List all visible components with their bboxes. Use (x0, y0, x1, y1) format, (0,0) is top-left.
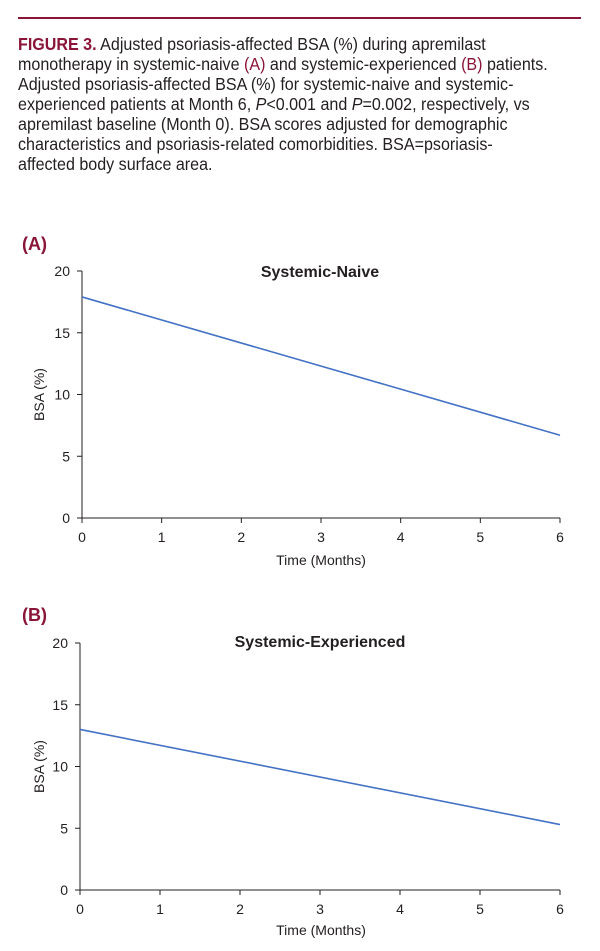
x-tick-label: 1 (156, 901, 164, 917)
y-axis-label: BSA (%) (31, 368, 47, 421)
x-axis-label: Time (Months) (276, 922, 366, 938)
caption-title-text: Adjusted psoriasis-affected BSA (%) duri… (18, 34, 486, 74)
panel-label-a: (A) (22, 234, 47, 254)
y-tick-label: 20 (54, 263, 70, 279)
caption-panel-a-ref: (A) (244, 54, 266, 74)
caption-body: Adjusted psoriasis-affected BSA (%) for … (18, 74, 548, 174)
figure-caption: FIGURE 3. Adjusted psoriasis-affected BS… (18, 34, 548, 174)
series-line (81, 296, 561, 437)
caption-title-end: patients. (482, 54, 548, 74)
top-rule (18, 17, 581, 19)
y-tick-label: 15 (52, 697, 68, 713)
y-tick-label: 0 (60, 882, 68, 898)
caption-title: FIGURE 3. Adjusted psoriasis-affected BS… (18, 34, 548, 74)
caption-p-value-2: P (351, 94, 363, 114)
caption-body-end: =0.002, respectively, vs apremilast base… (18, 94, 530, 174)
x-tick-label: 4 (397, 529, 405, 545)
caption-panel-b-ref: (B) (461, 54, 483, 74)
y-tick-label: 15 (54, 325, 70, 341)
x-tick-label: 2 (237, 529, 245, 545)
y-tick-label: 20 (52, 635, 68, 651)
y-tick-label: 10 (52, 759, 68, 775)
x-tick-label: 0 (76, 901, 84, 917)
chart-systemic-naive: Systemic-Naive 0 5 10 15 20 0 1 2 3 4 5 6 Time (Month… (31, 263, 564, 568)
x-axis-label: Time (Months) (276, 552, 366, 568)
x-tick-label: 5 (476, 529, 484, 545)
caption-body-start: Adjusted psoriasis-affected BSA (%) for … (18, 74, 514, 114)
figure-label: FIGURE 3. (18, 34, 97, 54)
y-tick-label: 5 (60, 820, 68, 836)
x-tick-label: 6 (556, 529, 564, 545)
chart-title: Systemic-Experienced (235, 634, 406, 651)
x-tick-label: 6 (556, 901, 564, 917)
x-tick-label: 1 (158, 529, 166, 545)
panel-label-b: (B) (22, 605, 47, 625)
x-tick-label: 3 (316, 901, 324, 917)
y-tick-label: 5 (62, 448, 70, 464)
y-tick-label: 10 (54, 387, 70, 403)
x-tick-label: 4 (396, 901, 404, 917)
x-tick-label: 5 (476, 901, 484, 917)
x-tick-label: 2 (236, 901, 244, 917)
y-tick-label: 0 (62, 510, 70, 526)
series-line (79, 728, 561, 826)
y-axis-label: BSA (%) (31, 740, 47, 793)
chart-title: Systemic-Naive (261, 264, 379, 281)
x-tick-label: 3 (317, 529, 325, 545)
caption-body-mid: <0.001 and (266, 94, 352, 114)
caption-p-value-1: P (255, 94, 267, 114)
chart-systemic-experienced: Systemic-Experienced 0 5 10 15 20 0 1 2 3 4 5 6 Time … (31, 634, 564, 938)
caption-title-mid: and systemic-experienced (265, 54, 462, 74)
x-tick-label: 0 (78, 529, 86, 545)
